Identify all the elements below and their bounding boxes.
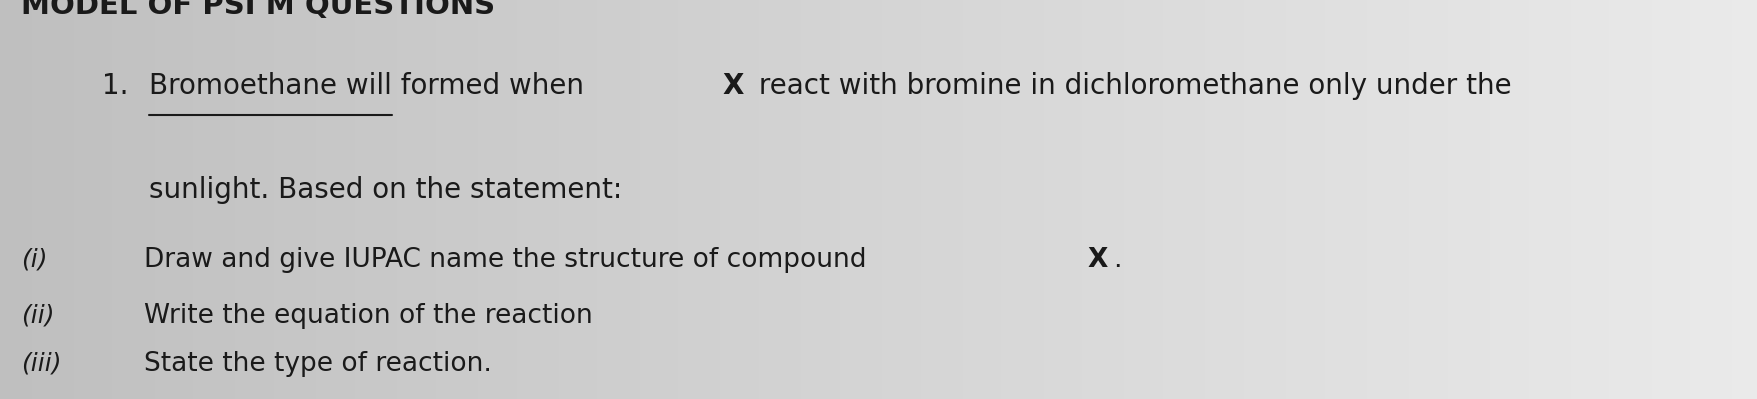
Text: State the type of reaction.: State the type of reaction. [144,351,492,377]
Text: (i): (i) [21,247,47,271]
Text: (iii): (iii) [21,351,61,375]
Text: 1.: 1. [102,72,128,100]
Text: Bromoethane: Bromoethane [149,72,337,100]
Text: (ii): (ii) [21,303,54,327]
Text: Bromoethane will formed when: Bromoethane will formed when [149,72,594,100]
Text: MODEL OF PSI M QUESTIONS: MODEL OF PSI M QUESTIONS [21,0,495,20]
Text: react with bromine in dichloromethane only under the: react with bromine in dichloromethane on… [750,72,1511,100]
Text: X: X [722,72,743,100]
Text: sunlight. Based on the statement:: sunlight. Based on the statement: [149,176,622,203]
Text: X: X [1088,247,1107,273]
Text: Write the equation of the reaction: Write the equation of the reaction [144,303,592,329]
Text: .: . [1114,247,1123,273]
Text: Draw and give IUPAC name the structure of compound: Draw and give IUPAC name the structure o… [144,247,875,273]
